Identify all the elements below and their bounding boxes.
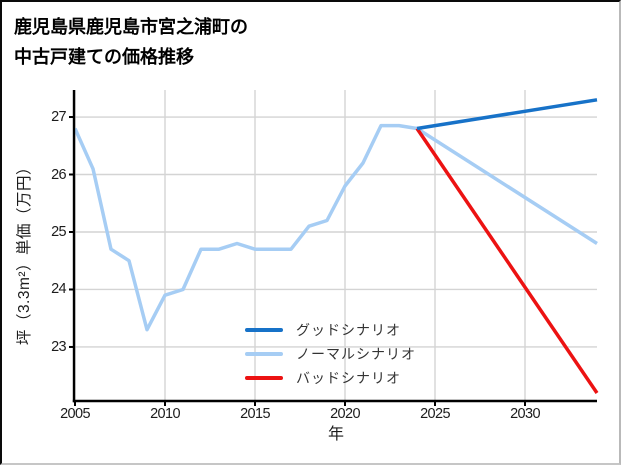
x-tick-label-2015: 2015 <box>240 406 270 422</box>
chart-title-line1: 鹿児島県鹿児島市宮之浦町の <box>14 17 248 37</box>
legend: グッドシナリオ ノーマルシナリオ バッドシナリオ <box>245 318 416 390</box>
y-tick-label-24: 24 <box>51 281 67 298</box>
legend-item-bad-scenario: バッドシナリオ <box>245 366 416 390</box>
x-axis-label: 年 <box>327 426 344 443</box>
x-tick-label-2005: 2005 <box>60 406 90 422</box>
series-line-0 <box>416 98 598 131</box>
legend-label-good-scenario: グッドシナリオ <box>296 322 401 338</box>
legend-label-bad-scenario: バッドシナリオ <box>296 370 401 386</box>
legend-label-normal-scenario: ノーマルシナリオ <box>296 346 416 362</box>
chart-title-line2: 中古戸建ての価格推移 <box>14 47 194 67</box>
chart-title: 鹿児島県鹿児島市宮之浦町の 中古戸建ての価格推移 <box>14 12 248 72</box>
bad-scenario-line-swatch <box>245 376 283 380</box>
normal-scenario-line-swatch <box>245 352 283 356</box>
y-tick-label-25: 25 <box>51 223 67 240</box>
y-axis-label: 坪（3.3m²）単価（万円） <box>16 158 33 346</box>
x-tick-label-2030: 2030 <box>510 406 540 422</box>
series-line-2 <box>415 127 599 394</box>
y-tick-label-23: 23 <box>51 338 67 355</box>
legend-item-normal-scenario: ノーマルシナリオ <box>245 342 416 366</box>
series-line-1 <box>73 123 598 332</box>
x-tick-label-2025: 2025 <box>420 406 450 422</box>
legend-item-good-scenario: グッドシナリオ <box>245 318 416 342</box>
y-tick-label-27: 27 <box>51 109 67 126</box>
good-scenario-line-swatch <box>245 328 283 332</box>
y-tick-label-26: 26 <box>51 166 67 183</box>
x-tick-label-2010: 2010 <box>150 406 180 422</box>
x-tick-label-2020: 2020 <box>330 406 360 422</box>
